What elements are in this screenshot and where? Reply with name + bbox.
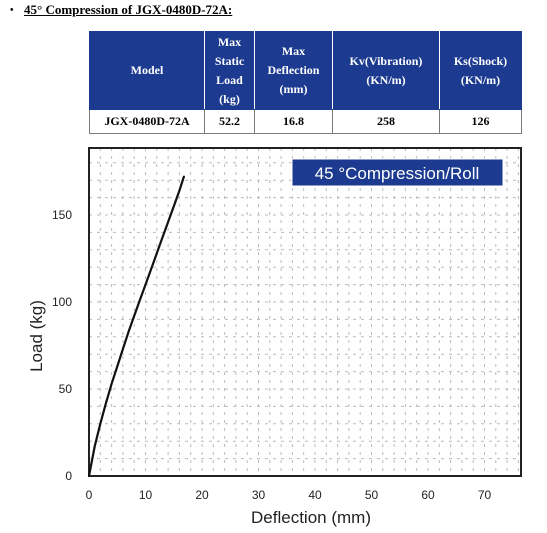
spec-table-header-row: Model Max Static Load (kg) Max Deflectio… xyxy=(89,31,522,110)
header-line: Max xyxy=(217,34,242,49)
x-tick-label: 30 xyxy=(252,488,266,502)
x-tick-label: 0 xyxy=(86,488,93,502)
chart-title-background xyxy=(291,158,504,187)
x-tick-label: 40 xyxy=(308,488,322,502)
x-tick-label: 70 xyxy=(478,488,492,502)
header-line: Max xyxy=(281,44,306,58)
header-max-static-load: Max Static Load (kg) xyxy=(204,31,255,110)
x-tick-label: 10 xyxy=(139,488,153,502)
plot-frame xyxy=(88,147,522,477)
chart-title-box: 45 °Compression/Roll xyxy=(291,158,504,187)
x-axis-title: Deflection (mm) xyxy=(251,508,371,527)
load-curve xyxy=(87,175,185,478)
load-deflection-chart: 45 °Compression/Roll 0 10 20 30 40 50 60 70 0 50… xyxy=(27,147,522,527)
spec-table: Model Max Static Load (kg) Max Deflectio… xyxy=(89,31,522,134)
header-line: Deflection xyxy=(267,63,320,77)
header-kv-vibration: Kv(Vibration) (KN/m) xyxy=(332,31,440,110)
cell-kv-vibration: 258 xyxy=(332,109,440,134)
heading-text: 45° Compression of JGX-0480D-72A: xyxy=(24,2,233,17)
y-axis-title: Load (kg) xyxy=(27,300,46,372)
header-model: Model xyxy=(89,31,205,110)
header-max-deflection: Max Deflection (mm) xyxy=(254,31,333,110)
x-tick-label: 20 xyxy=(195,488,209,502)
y-tick-label: 0 xyxy=(65,469,72,483)
header-line: Load xyxy=(216,72,243,87)
cell-max-deflection: 16.8 xyxy=(254,109,333,134)
spec-table-row: JGX-0480D-72A 52.2 16.8 258 126 xyxy=(89,109,522,134)
x-tick-label: 60 xyxy=(421,488,435,502)
header-line: Ks(Shock) xyxy=(453,53,508,68)
cell-max-static-load: 52.2 xyxy=(204,109,255,134)
y-tick-label: 150 xyxy=(52,208,72,222)
x-axis-ticks: 0 10 20 30 40 50 60 70 xyxy=(86,488,492,502)
y-tick-label: 100 xyxy=(52,295,72,309)
bullet-mark: • xyxy=(10,5,14,16)
x-tick-label: 50 xyxy=(365,488,379,502)
header-line: (KN/m) xyxy=(460,72,501,87)
section-heading: • 45° Compression of JGX-0480D-72A: xyxy=(10,2,232,18)
cell-ks-shock: 126 xyxy=(439,109,522,134)
header-ks-shock: Ks(Shock) (KN/m) xyxy=(439,31,522,110)
header-line: (mm) xyxy=(279,82,308,96)
chart-title: 45 °Compression/Roll xyxy=(315,164,480,183)
grid xyxy=(89,148,521,476)
cell-model: JGX-0480D-72A xyxy=(89,109,205,134)
y-tick-label: 50 xyxy=(59,382,73,396)
y-axis-ticks: 0 50 100 150 xyxy=(52,208,72,483)
header-line: (KN/m) xyxy=(366,72,406,87)
header-line: (kg) xyxy=(219,91,240,106)
header-line: Kv(Vibration) xyxy=(349,53,423,68)
header-line: Static xyxy=(214,53,245,68)
header-model-line: Model xyxy=(130,63,164,77)
